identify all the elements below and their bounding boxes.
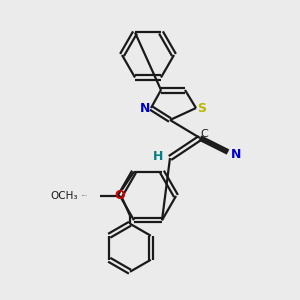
Text: H: H (153, 149, 163, 163)
Text: methoxy: methoxy (82, 195, 88, 196)
Text: N: N (140, 101, 150, 115)
Text: S: S (197, 101, 206, 115)
Text: C: C (200, 129, 208, 139)
Text: N: N (231, 148, 241, 160)
Text: OCH₃: OCH₃ (50, 191, 78, 201)
Text: O: O (115, 189, 125, 202)
